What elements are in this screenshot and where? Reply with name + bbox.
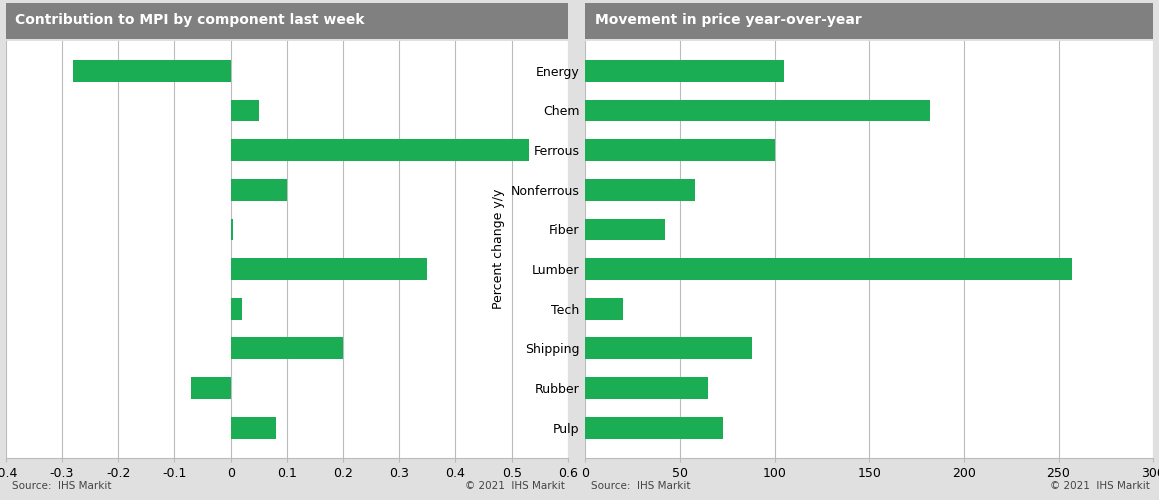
Bar [191, 377, 231, 399]
Text: © 2021  IHS Markit: © 2021 IHS Markit [1050, 481, 1150, 491]
Text: Contribution to MPI by component last week: Contribution to MPI by component last we… [15, 14, 365, 28]
Bar [231, 139, 529, 161]
Text: Source:  IHS Markit: Source: IHS Markit [12, 481, 111, 491]
Bar [73, 60, 231, 82]
Bar [585, 100, 930, 122]
Text: © 2021  IHS Markit: © 2021 IHS Markit [465, 481, 564, 491]
Bar [585, 298, 624, 320]
Bar [231, 417, 276, 438]
Bar [585, 60, 783, 82]
Bar [231, 298, 242, 320]
Bar [585, 338, 752, 359]
Y-axis label: Percent change y/y: Percent change y/y [493, 189, 505, 310]
Bar [585, 179, 695, 201]
Bar [231, 218, 233, 240]
Bar [585, 417, 723, 438]
Bar [231, 100, 258, 122]
Bar [231, 338, 343, 359]
Bar [585, 139, 774, 161]
Text: Movement in price year-over-year: Movement in price year-over-year [595, 14, 861, 28]
Bar [585, 377, 708, 399]
Bar [231, 258, 428, 280]
Bar [585, 218, 665, 240]
Bar [585, 258, 1072, 280]
Text: Source:  IHS Markit: Source: IHS Markit [591, 481, 691, 491]
Bar [231, 179, 286, 201]
